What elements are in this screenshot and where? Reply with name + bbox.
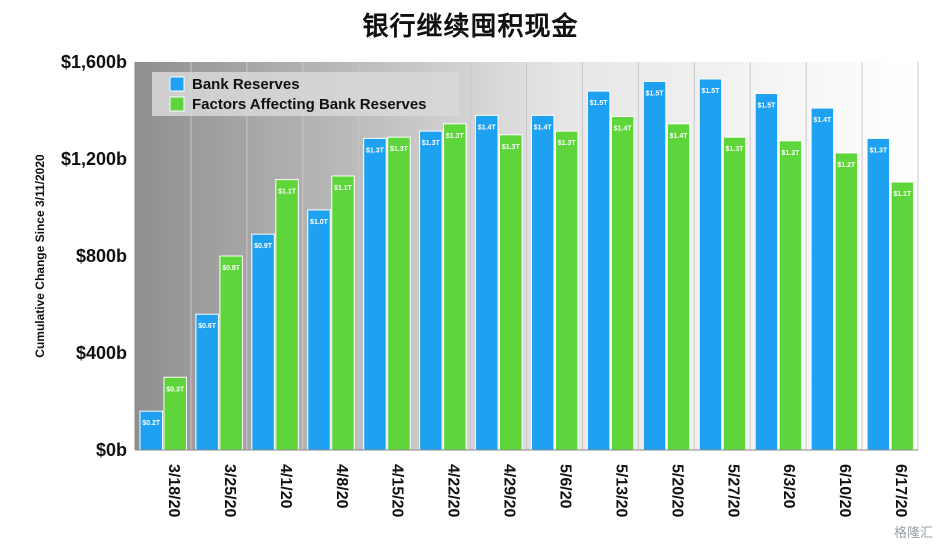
- watermark-logo: 格隆汇: [893, 526, 933, 541]
- data-label: $1.3T: [558, 140, 577, 147]
- bar-bank-reserves: [195, 313, 219, 451]
- y-axis-label: Cumulative Change Since 3/11/2020: [33, 154, 47, 358]
- bar-bank-reserves: [810, 107, 835, 451]
- data-label: $0.2T: [142, 420, 161, 427]
- data-label: $1.0T: [310, 219, 329, 226]
- data-label: $1.5T: [757, 103, 776, 110]
- data-label: $1.5T: [646, 90, 665, 97]
- bar-bank-reserves: [866, 137, 891, 451]
- x-tick-label: 4/8/20: [333, 464, 350, 509]
- data-label: $1.4T: [614, 126, 633, 133]
- x-tick-label: 4/1/20: [277, 464, 294, 509]
- data-label: $1.4T: [534, 124, 553, 131]
- x-tick-label: 6/3/20: [780, 464, 797, 509]
- y-tick-label: $400b: [76, 343, 127, 363]
- data-label: $1.4T: [478, 124, 497, 131]
- data-label: $1.3T: [422, 140, 441, 147]
- data-label: $1.1T: [893, 191, 912, 198]
- bar-factors-affecting: [219, 255, 243, 451]
- y-tick-label: $1,200b: [61, 149, 127, 169]
- bar-bank-reserves: [363, 137, 387, 451]
- x-tick-label: 5/27/20: [724, 464, 741, 517]
- data-label: $1.3T: [366, 147, 385, 154]
- bar-bank-reserves: [530, 114, 555, 451]
- bar-factors-affecting: [890, 181, 915, 451]
- y-tick-label: $800b: [76, 246, 127, 266]
- x-tick-label: 5/6/20: [556, 464, 573, 509]
- bar-bank-reserves: [139, 410, 163, 451]
- x-tick-label: 3/18/20: [165, 464, 182, 517]
- legend-swatch-factors: [169, 96, 185, 112]
- bar-factors-affecting: [554, 130, 579, 451]
- data-label: $1.4T: [813, 117, 832, 124]
- bar-factors-affecting: [834, 152, 859, 451]
- legend-swatch-bank-reserves: [169, 76, 185, 92]
- y-tick-label: $1,600b: [61, 52, 127, 72]
- x-tick-label: 5/20/20: [668, 464, 685, 517]
- data-label: $0.9T: [254, 243, 273, 250]
- bar-factors-affecting: [778, 140, 803, 451]
- x-tick-label: 6/10/20: [836, 464, 853, 517]
- data-label: $1.5T: [702, 88, 721, 95]
- data-label: $0.3T: [166, 386, 185, 393]
- legend-label: Factors Affecting Bank Reserves: [192, 96, 427, 113]
- data-label: $0.6T: [198, 323, 217, 330]
- bar-factors-affecting: [499, 134, 523, 451]
- bar-bank-reserves: [586, 90, 611, 451]
- x-tick-label: 4/22/20: [445, 464, 462, 517]
- bar-factors-affecting: [387, 136, 411, 451]
- legend-label: Bank Reserves: [192, 76, 300, 93]
- x-tick-label: 3/25/20: [221, 464, 238, 517]
- bar-bank-reserves: [642, 80, 667, 451]
- bar-factors-affecting: [275, 179, 299, 451]
- data-label: $1.1T: [278, 189, 297, 196]
- bar-factors-affecting: [443, 123, 467, 451]
- bar-bank-reserves: [251, 233, 275, 451]
- data-label: $1.4T: [670, 133, 689, 140]
- bar-bank-reserves: [475, 114, 499, 451]
- data-label: $1.3T: [726, 146, 745, 153]
- bar-bank-reserves: [419, 130, 443, 451]
- x-tick-label: 4/29/20: [501, 464, 518, 517]
- data-label: $1.2T: [837, 162, 856, 169]
- data-label: $0.8T: [222, 265, 241, 272]
- bar-factors-affecting: [666, 123, 691, 451]
- y-tick-label: $0b: [96, 440, 127, 460]
- bar-factors-affecting: [610, 116, 635, 451]
- data-label: $1.5T: [590, 100, 609, 107]
- x-tick-label: 5/13/20: [612, 464, 629, 517]
- data-label: $1.3T: [502, 144, 521, 151]
- bar-bank-reserves: [307, 209, 331, 451]
- bar-factors-affecting: [722, 136, 747, 451]
- data-label: $1.3T: [390, 146, 409, 153]
- legend-box: [152, 72, 459, 116]
- data-label: $1.3T: [869, 147, 888, 154]
- x-tick-label: 4/15/20: [389, 464, 406, 517]
- data-label: $1.1T: [334, 185, 353, 192]
- bar-bank-reserves: [754, 93, 779, 451]
- bar-factors-affecting: [331, 175, 355, 451]
- bar-bank-reserves: [698, 78, 723, 451]
- data-label: $1.3T: [446, 133, 465, 140]
- x-tick-label: 6/17/20: [892, 464, 909, 517]
- chart-title: 银行继续囤积现金: [362, 12, 579, 42]
- data-label: $1.3T: [781, 150, 800, 157]
